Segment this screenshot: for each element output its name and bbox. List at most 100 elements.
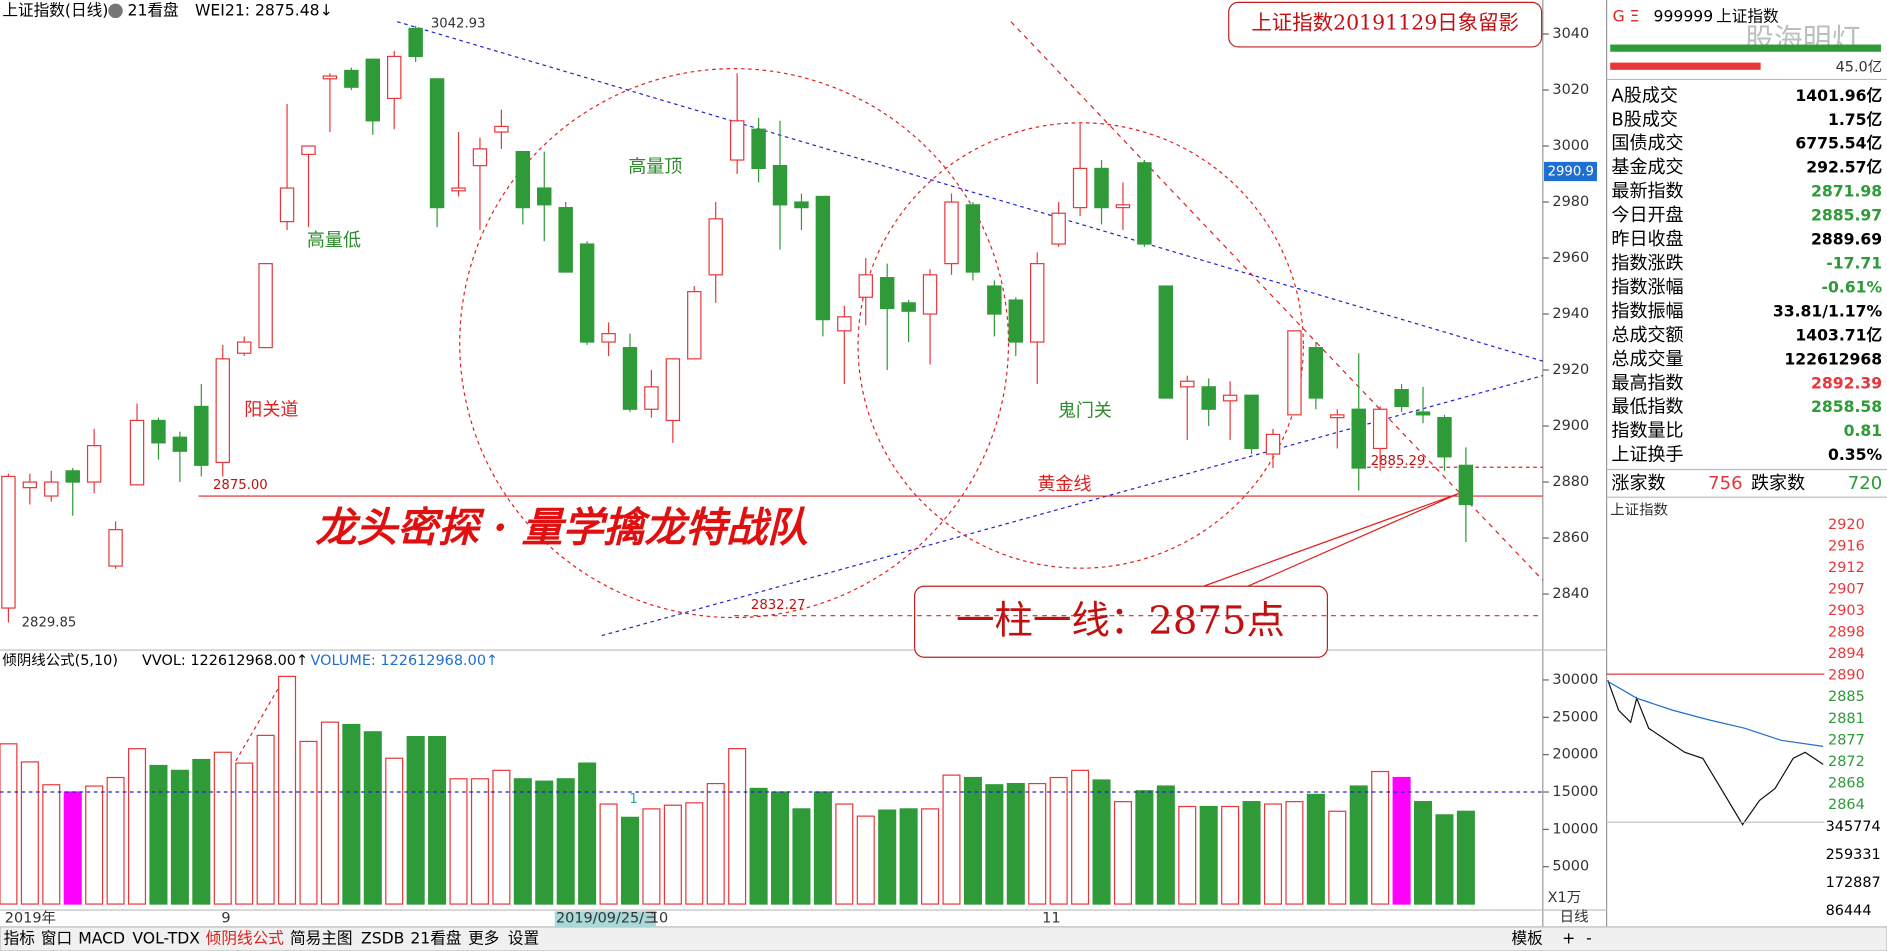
candle-body — [1265, 433, 1281, 455]
candle-body — [1351, 408, 1366, 469]
volume-bar — [385, 757, 404, 905]
candle-body — [515, 151, 531, 209]
volume-bar — [770, 791, 790, 905]
toolbar-button[interactable]: + — [1562, 928, 1575, 947]
candle-body — [1308, 347, 1324, 399]
toolbar-tab[interactable]: 更多 — [468, 928, 499, 947]
y-tick-label: 30000 — [1552, 672, 1598, 688]
toolbar-tab[interactable]: MACD — [78, 928, 125, 947]
volume-bar — [1242, 801, 1261, 905]
annotation: 黄金线 — [1037, 474, 1091, 495]
volume-bar — [235, 762, 254, 905]
price-label: 3042.93 — [431, 16, 486, 31]
candle-body — [815, 195, 831, 321]
y-tick-label: 2860 — [1552, 530, 1589, 546]
y-tick-label: 2880 — [1552, 474, 1589, 490]
quote-label: 最新指数 — [1611, 181, 1683, 202]
candle-body — [494, 125, 509, 133]
candle-body — [558, 207, 573, 273]
reference-label: 1 — [629, 792, 637, 807]
toolbar-tab[interactable]: 设置 — [508, 928, 539, 947]
volume-bar — [256, 734, 275, 905]
volume-bar — [578, 762, 597, 905]
candle-body — [1287, 330, 1302, 416]
x-tick-label: 2019年 — [5, 909, 56, 926]
candle-body — [215, 358, 230, 464]
toolbar-tab[interactable]: 指标 — [4, 928, 35, 947]
ratio-bar — [1610, 62, 1761, 70]
quote-value: 2889.69 — [1811, 230, 1882, 249]
candle-body — [1180, 380, 1195, 388]
volume-bar — [127, 748, 147, 905]
volume-bar — [1392, 776, 1411, 905]
icon — [108, 3, 123, 19]
volume-bar — [278, 675, 297, 905]
toolbar-tab[interactable]: VOL-TDX — [132, 928, 200, 947]
toolbar-tab[interactable]: 倾阴线公式 — [206, 928, 284, 947]
price-label: 2829.85 — [22, 615, 77, 630]
volume-bar — [620, 816, 640, 905]
volume-bar — [1028, 782, 1047, 905]
price-label: 2875.00 — [213, 478, 268, 493]
annotation: 鬼门关 — [1058, 401, 1112, 422]
volume-bar — [749, 787, 768, 905]
candle-body — [1115, 204, 1131, 209]
toolbar-tab[interactable]: 窗口 — [41, 928, 72, 947]
toolbar-tab[interactable]: 简易主图 — [290, 928, 352, 947]
mini-tick-label: 86444 — [1826, 903, 1872, 919]
quote-label: 国债成交 — [1611, 133, 1683, 154]
quote-label: 指数量比 — [1611, 421, 1683, 442]
mini-tick-label: 2872 — [1828, 754, 1865, 770]
volume-bar — [728, 748, 747, 905]
quote-value: 33.81/1.17% — [1773, 301, 1883, 320]
volume-bar — [642, 808, 661, 905]
unit: X1万 — [1548, 890, 1582, 906]
volume-bar — [428, 735, 447, 905]
ratio-bar — [1610, 44, 1881, 52]
quote-value: -0.61% — [1821, 277, 1882, 296]
annotation: 高量顶 — [628, 156, 682, 177]
candle-body — [365, 58, 381, 122]
toolbar-button[interactable]: 模板 — [1512, 928, 1544, 947]
stat-label: 跌家数 — [1751, 473, 1805, 494]
pointer — [1203, 492, 1459, 591]
price-label: 2885.29 — [1371, 454, 1426, 469]
current-price-box — [1544, 161, 1597, 182]
x-label-highlight — [554, 911, 656, 927]
candle-body — [472, 148, 488, 167]
candle-body — [708, 218, 723, 276]
callout-box — [914, 585, 1329, 658]
quote-value: 0.81 — [1844, 421, 1883, 440]
toolbar-tab[interactable]: ZSDB — [361, 928, 404, 947]
toolbar-tab[interactable]: 21看盘 — [410, 928, 461, 947]
turnover: 45.0亿 — [1836, 58, 1883, 75]
toolbar-button[interactable]: - — [1586, 928, 1592, 947]
period[interactable]: 日线 — [1560, 908, 1589, 925]
indicator: WEI21: 2875.48↓ — [195, 0, 333, 19]
mini-price — [1607, 679, 1824, 826]
candle-body — [1394, 389, 1409, 408]
candle-body — [687, 291, 702, 360]
volume-bar — [1435, 814, 1454, 905]
mini-tick-label: 2907 — [1828, 581, 1865, 597]
quote-label: 昨日收盘 — [1611, 229, 1683, 250]
mini-tick-label: 2864 — [1828, 797, 1865, 813]
y-tick-label: 2940 — [1552, 306, 1589, 322]
stat-value: 756 — [1708, 473, 1742, 494]
volume-bar — [1092, 779, 1111, 905]
y-tick-label: 2960 — [1552, 250, 1589, 266]
stat-label: 涨家数 — [1611, 473, 1665, 494]
subtitle: 21看盘 — [128, 0, 179, 19]
candle-body — [751, 128, 766, 170]
volume-bar — [363, 731, 382, 905]
annotation: 高量低 — [307, 230, 361, 251]
volume-bar — [342, 723, 361, 905]
quote-value: 2892.39 — [1811, 373, 1882, 392]
mini-tick-label: 2894 — [1828, 646, 1865, 662]
volume-bar — [492, 769, 511, 905]
y-tick-label: 2980 — [1552, 194, 1589, 210]
mini-tick-label: 2885 — [1828, 689, 1865, 705]
candle-body — [644, 386, 659, 410]
candle-body — [1372, 408, 1388, 450]
